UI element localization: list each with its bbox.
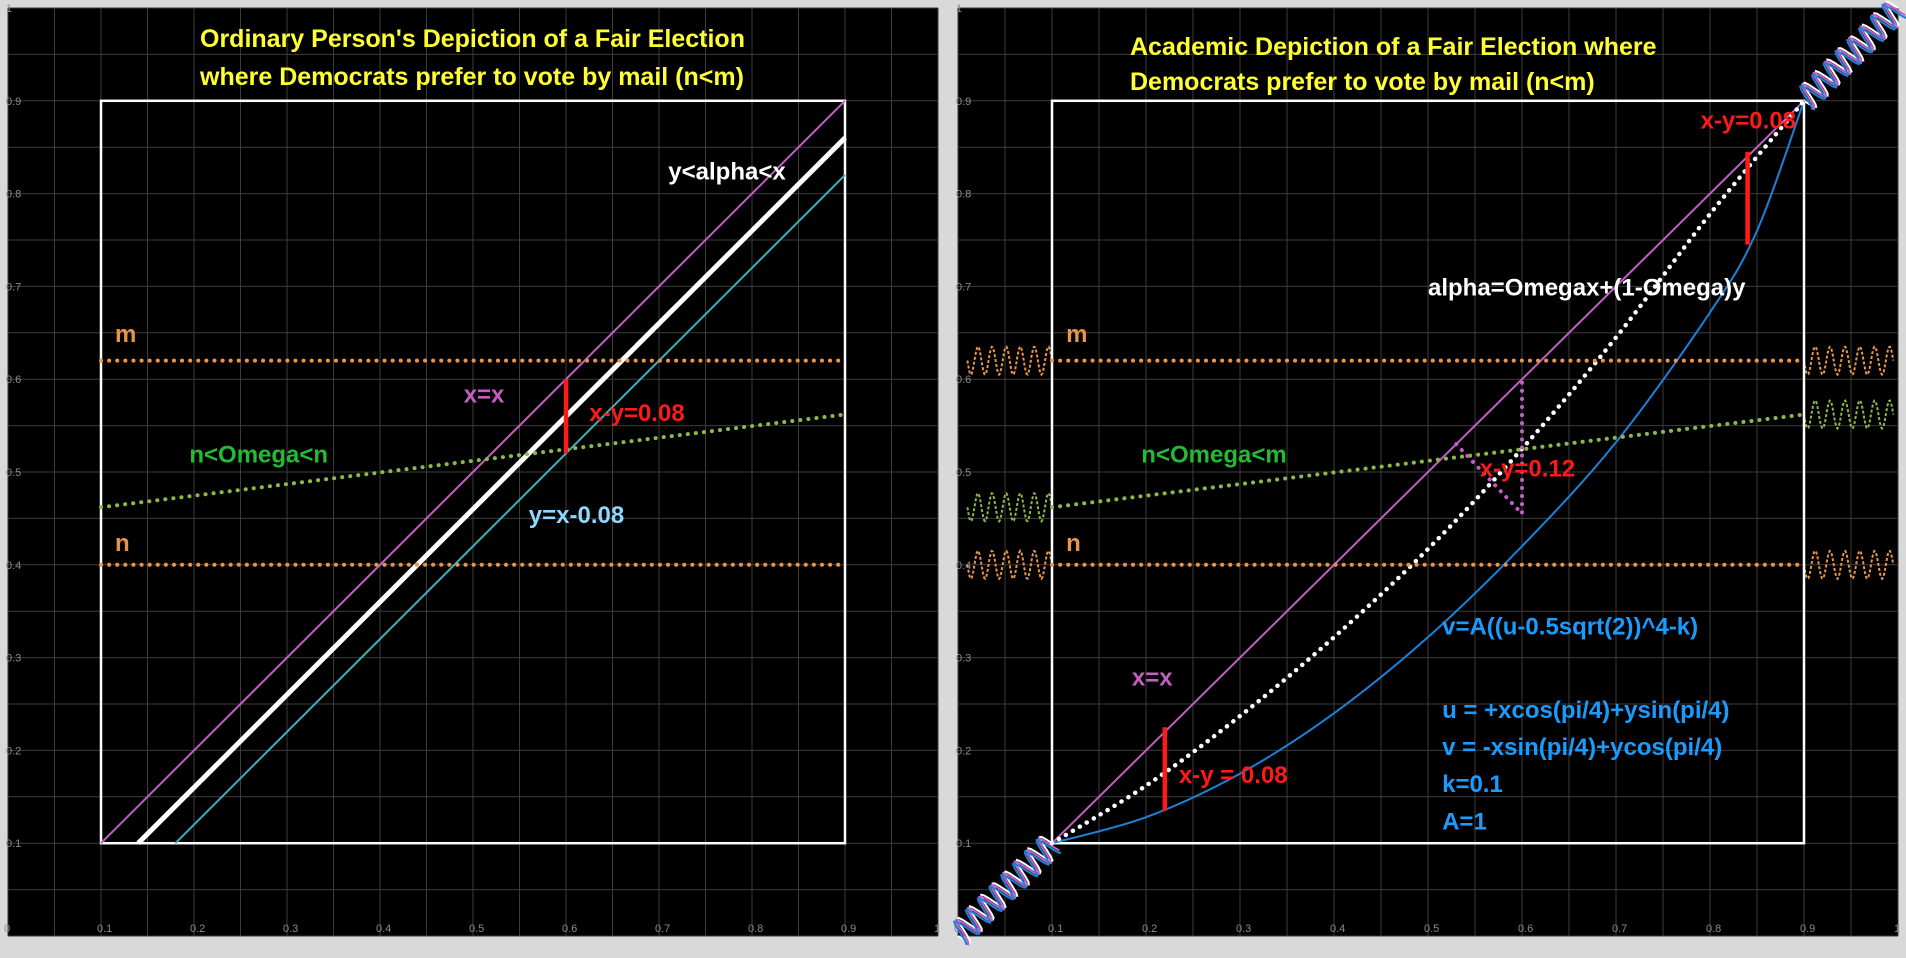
series-line-ymin xyxy=(174,174,846,844)
y-tick-label: 0.9 xyxy=(6,96,21,108)
annotation-label: m xyxy=(1066,321,1087,348)
x-tick-label: 0.3 xyxy=(283,923,298,935)
y-tick-label: 0.3 xyxy=(6,653,21,665)
x-tick-label: 1 xyxy=(1894,923,1900,935)
y-tick-label: 0.3 xyxy=(956,653,971,665)
x-tick-label: 0.4 xyxy=(376,923,391,935)
x-tick-label: 1 xyxy=(934,923,940,935)
chart-title-line: where Democrats prefer to vote by mail (… xyxy=(199,63,744,91)
y-tick-label: 0.6 xyxy=(956,374,971,386)
y-tick-label: 0.5 xyxy=(956,467,971,479)
annotation-label: v = -xsin(pi/4)+ycos(pi/4) xyxy=(1442,734,1722,761)
annotation-label: y=x-0.08 xyxy=(529,502,624,529)
bounding-box xyxy=(99,99,847,845)
annotation-label: n<Omega<n xyxy=(189,442,328,469)
chart-title-line: Ordinary Person's Depiction of a Fair El… xyxy=(200,25,745,53)
y-tick-label: 0.6 xyxy=(6,374,21,386)
x-tick-label: 0.2 xyxy=(190,923,205,935)
x-tick-label: 0.2 xyxy=(1142,923,1157,935)
annotation-label: x-y=0.08 xyxy=(589,400,684,427)
series-line-bracket xyxy=(1454,377,1524,519)
y-tick-label: 0.4 xyxy=(956,560,971,572)
annotation-label: v=A((u-0.5sqrt(2))^4-k) xyxy=(1442,613,1698,640)
y-tick-label: 0.1 xyxy=(956,838,971,850)
annotation-label: A=1 xyxy=(1442,808,1487,835)
y-tick-label: 1 xyxy=(956,3,962,15)
wavy-diagonal-extension xyxy=(952,838,1062,946)
y-tick-label: 0.5 xyxy=(6,467,21,479)
chart-title-line: Democrats prefer to vote by mail (n<m) xyxy=(1130,68,1595,96)
series-line-alpha xyxy=(1049,98,1807,846)
x-tick-label: 0.3 xyxy=(1236,923,1251,935)
annotation-label: x-y=0.08 xyxy=(1701,108,1796,135)
x-tick-label: 0.1 xyxy=(97,923,112,935)
wavy-extension xyxy=(1803,549,1895,581)
annotation-label: alpha=Omegax+(1-Omega)y xyxy=(1428,275,1746,302)
x-tick-label: 0.4 xyxy=(1330,923,1345,935)
x-tick-label: 0.6 xyxy=(562,923,577,935)
y-tick-label: 0.9 xyxy=(956,96,971,108)
y-tick-label: 0.8 xyxy=(6,189,21,201)
x-tick-label: 0.5 xyxy=(1424,923,1439,935)
series-line-curve xyxy=(1051,100,1805,845)
wavy-extension xyxy=(966,491,1053,524)
annotation-label: n<Omega<m xyxy=(1141,442,1286,469)
x-tick-label: 0.6 xyxy=(1518,923,1533,935)
annotation-label: n xyxy=(1066,530,1081,557)
annotation-label: x=x xyxy=(464,381,505,408)
panel-ordinary: 0 0.1 0.1 0.2 0.2 0.3 0.3 0.4 0.4 0.5 0.5 0.6 0.6 0.7… xyxy=(4,3,940,937)
y-tick-label: 0.8 xyxy=(956,189,971,201)
series-line-diag xyxy=(100,100,846,844)
series-line-omega xyxy=(1050,412,1806,510)
x-tick-label: 0.5 xyxy=(469,923,484,935)
annotation-label: x-y=0.12 xyxy=(1480,456,1575,483)
y-tick-label: 0.2 xyxy=(956,745,971,757)
annotation-label: x-y = 0.08 xyxy=(1179,762,1288,789)
annotation-label: n xyxy=(115,530,130,557)
annotation-label: u = +xcos(pi/4)+ysin(pi/4) xyxy=(1442,697,1729,724)
series-line-diag xyxy=(1051,100,1805,844)
y-tick-label: 0.4 xyxy=(6,560,21,572)
wavy-extension xyxy=(966,549,1053,581)
x-tick-label: 0.8 xyxy=(1706,923,1721,935)
x-tick-label: 0 xyxy=(4,923,10,935)
y-tick-label: 0.1 xyxy=(6,838,21,850)
series-line-alpha xyxy=(136,136,847,845)
x-tick-label: 0.7 xyxy=(655,923,670,935)
x-tick-label: 0.8 xyxy=(748,923,763,935)
annotation-label: y<alpha<x xyxy=(668,159,786,186)
annotation-label: m xyxy=(115,321,136,348)
wavy-diagonal-extension xyxy=(1798,3,1906,111)
bounding-box xyxy=(1050,99,1806,845)
chart-title-line: Academic Depiction of a Fair Election wh… xyxy=(1130,33,1657,61)
y-tick-label: 0.7 xyxy=(6,281,21,293)
y-tick-label: 0.2 xyxy=(6,745,21,757)
series-line-omega xyxy=(99,412,847,510)
y-tick-label: 0.7 xyxy=(956,281,971,293)
x-tick-label: 0.1 xyxy=(1048,923,1063,935)
x-tick-label: 0.9 xyxy=(1800,923,1815,935)
panel-academic: 0 0.10.10.20.20.30.30.40.40.50.50.60.60.7… xyxy=(952,0,1906,946)
wavy-extension xyxy=(1803,398,1895,431)
x-tick-label: 0.7 xyxy=(1612,923,1627,935)
x-tick-label: 0.9 xyxy=(841,923,856,935)
y-tick-label: 1 xyxy=(6,3,12,15)
wavy-extension xyxy=(966,344,1053,377)
annotation-label: x=x xyxy=(1132,664,1173,691)
wavy-extension xyxy=(1803,344,1895,377)
annotation-label: k=0.1 xyxy=(1442,771,1503,798)
